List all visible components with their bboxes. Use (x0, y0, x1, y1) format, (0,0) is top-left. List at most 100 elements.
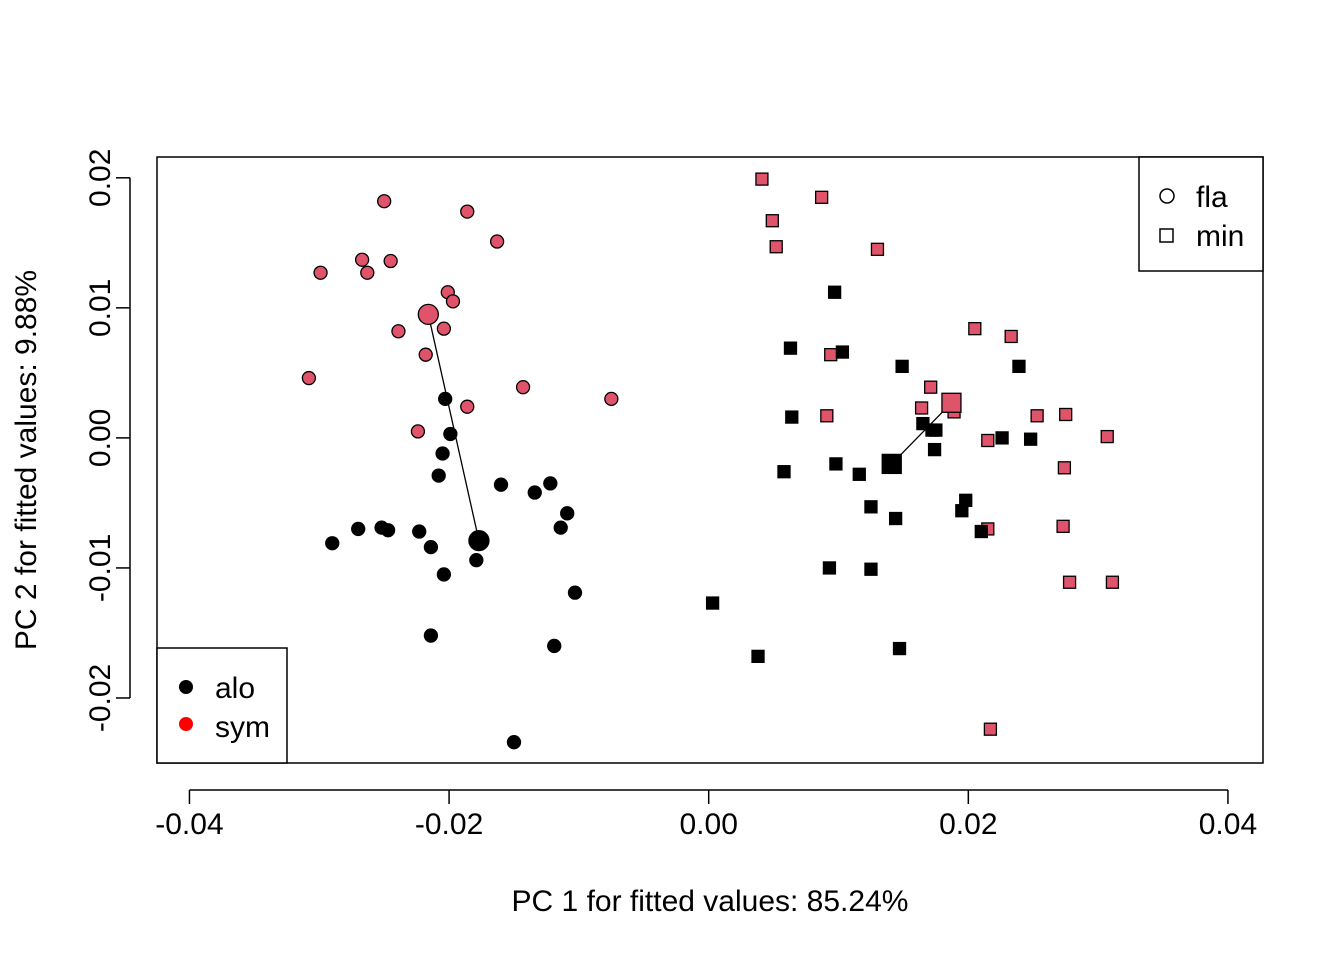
legend-shape-box (1138, 156, 1264, 272)
min-alo-point (974, 524, 988, 539)
fla-alo-point (469, 552, 484, 568)
fla-alo-point (553, 520, 568, 535)
fla-sym-point (377, 194, 392, 209)
fla-sym-point (436, 321, 452, 336)
min-alo-mean (881, 453, 902, 475)
legend-sym-marker (179, 717, 193, 731)
min-sym-point (1062, 575, 1077, 589)
legend-alo-marker (179, 680, 193, 694)
legend-group: alo sym (156, 647, 288, 764)
fla-sym-point (410, 424, 426, 439)
fla-alo-point (527, 485, 542, 500)
min-sym-point (1059, 407, 1073, 422)
min-sym-point (820, 409, 834, 423)
fla-alo-point (547, 638, 562, 654)
fla-alo-point (436, 567, 452, 582)
min-alo-point (705, 596, 720, 610)
min-sym-point (1056, 519, 1070, 533)
connector-lines (427, 314, 952, 541)
legend-fla-label: fla (1196, 181, 1228, 214)
fla-alo-point (560, 506, 575, 521)
fla-sym-point (445, 294, 461, 309)
fla-alo-point (351, 521, 366, 537)
plot-frame (156, 156, 1264, 764)
fla-alo-point (438, 391, 453, 407)
data-points (301, 172, 1120, 750)
legend-circle-marker (1159, 188, 1175, 204)
fla-alo-point (423, 628, 439, 643)
fla-sym-point (515, 380, 531, 395)
fla-alo-point (431, 468, 446, 483)
min-sym-point (1030, 409, 1044, 423)
min-alo-point (751, 649, 765, 664)
fla-sym-point (354, 252, 370, 267)
y-axis-label: PC 2 for fitted values: 9.88% (10, 270, 43, 650)
min-sym-point (824, 348, 838, 362)
min-alo-point (829, 457, 843, 471)
fla-alo-mean (468, 529, 490, 552)
legend-square-marker (1159, 228, 1174, 243)
min-sym-point (1100, 429, 1114, 444)
legend-min-label: min (1196, 220, 1244, 253)
fla-connector (427, 314, 480, 541)
min-sym-point (1057, 461, 1072, 475)
fla-sym-point (460, 204, 475, 219)
min-alo-point (783, 341, 798, 355)
min-sym-point (983, 722, 998, 736)
fla-alo-point (412, 524, 427, 539)
fla-sym-point (391, 324, 406, 339)
x-axis: -0.04 -0.02 0.00 0.02 0.04 (155, 789, 1257, 841)
min-sym-point (769, 240, 783, 254)
fla-alo-point (443, 426, 458, 442)
fla-sym-point (360, 265, 375, 280)
min-sym-point (1004, 329, 1018, 344)
min-sym-point (755, 172, 769, 186)
min-alo-point (835, 345, 850, 359)
mean-points (417, 303, 962, 552)
legend-shape: fla min (1138, 156, 1264, 272)
legend-sym-label: sym (215, 711, 270, 744)
min-alo-point (864, 562, 878, 576)
fla-alo-point (380, 523, 396, 538)
min-alo-point (955, 504, 969, 518)
min-alo-point (827, 285, 842, 299)
x-tick-label: -0.04 (155, 808, 223, 841)
min-alo-point (927, 442, 942, 457)
x-tick-label: 0.00 (680, 808, 738, 841)
min-alo-point (1023, 432, 1038, 446)
min-alo-point (852, 467, 866, 481)
min-sym-point (814, 190, 829, 204)
x-axis-label: PC 1 for fitted values: 85.24% (512, 885, 909, 918)
y-tick-label: -0.01 (84, 534, 117, 602)
fla-sym-point (418, 347, 433, 362)
y-ticks: -0.02 -0.01 0.00 0.01 0.02 (84, 149, 130, 732)
x-tick-label: 0.02 (939, 808, 997, 841)
min-alo-point (1012, 359, 1026, 374)
y-tick-label: 0.02 (84, 149, 117, 207)
min-alo-point (995, 431, 1009, 445)
fla-alo-point (435, 446, 450, 461)
min-alo-point (929, 423, 943, 437)
y-tick-label: -0.02 (84, 664, 117, 732)
fla-sym-mean (417, 303, 439, 326)
fla-alo-point (325, 536, 340, 551)
min-alo-point (895, 359, 909, 374)
x-tick-label: 0.04 (1199, 808, 1257, 841)
fla-sym-point (313, 265, 328, 280)
y-tick-label: 0.00 (84, 409, 117, 467)
min-sym-point (765, 214, 779, 228)
min-alo-point (888, 511, 903, 526)
fla-sym-point (383, 253, 398, 269)
min-sym-point (870, 242, 885, 256)
fla-alo-point (423, 539, 439, 555)
fla-alo-point (506, 735, 522, 750)
y-axis: -0.02 -0.01 0.00 0.01 0.02 (84, 149, 131, 732)
legend-group-box (156, 647, 288, 764)
min-sym-mean (941, 392, 962, 413)
fla-sym-point (301, 370, 317, 386)
min-connector (891, 402, 952, 465)
fla-sym-point (489, 234, 505, 249)
min-alo-point (892, 641, 907, 656)
